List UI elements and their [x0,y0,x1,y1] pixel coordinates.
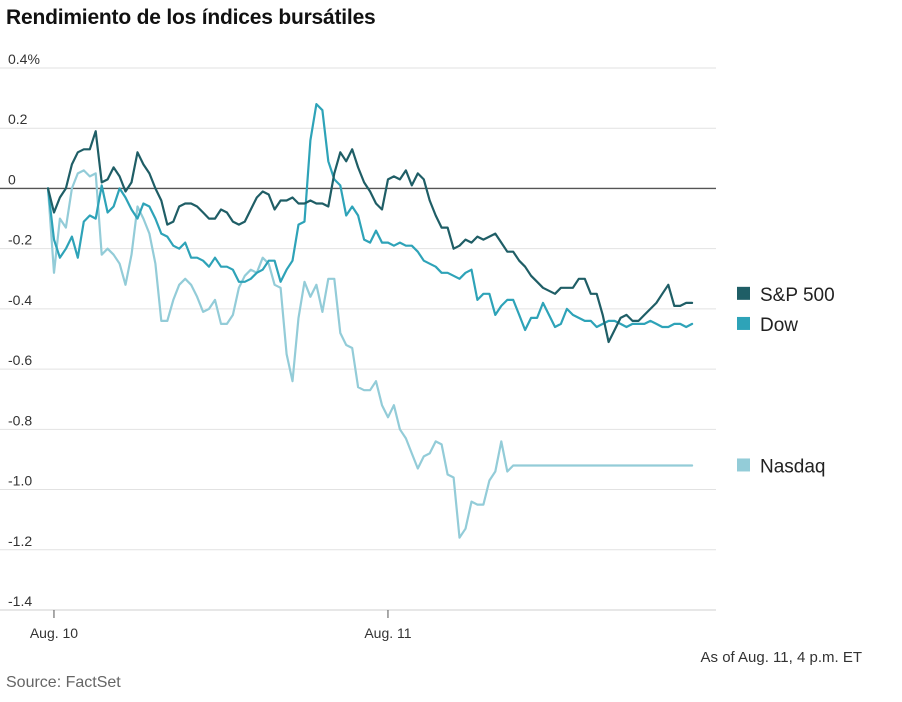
y-tick-label: -0.2 [8,232,32,248]
source-note: Source: FactSet [6,674,121,691]
legend-swatch [737,316,750,330]
y-tick-label: -0.4 [8,292,32,308]
x-axis: Aug. 10 Aug. 11 [30,610,412,641]
chart-title: Rendimiento de los índices bursátiles [6,6,376,29]
legend-swatch [737,286,750,300]
legend: S&P 500 Dow Nasdaq [737,285,835,477]
y-tick-label: 0.4% [8,51,40,67]
legend-label: Nasdaq [760,456,826,477]
legend-item-dow: Dow [737,315,798,336]
grid-lines [0,67,716,611]
legend-item-nasdaq: Nasdaq [737,456,826,477]
x-tick-label: Aug. 10 [30,625,78,641]
legend-swatch [737,458,750,472]
series-line-dow [46,103,694,332]
timestamp-note: As of Aug. 11, 4 p.m. ET [700,649,862,666]
y-tick-label: -0.6 [8,352,32,368]
y-tick-label: 0 [8,171,16,187]
series-line-nasdaq [46,169,694,539]
legend-item-s-p-500: S&P 500 [737,285,835,306]
legend-label: Dow [760,315,798,336]
y-tick-label: -0.8 [8,412,32,428]
y-axis-ticks: 0.4% 0.2 0 -0.2 -0.4 -0.6 -0.8 -1.0 -1.2 -1.4 [8,51,40,609]
y-tick-label: -1.0 [8,473,32,489]
series-lines [46,103,694,539]
series-line-s-p-500 [46,130,694,344]
y-tick-label: -1.4 [8,593,32,609]
x-tick-label: Aug. 11 [364,625,411,641]
legend-label: S&P 500 [760,285,835,306]
y-tick-label: -1.2 [8,533,32,549]
y-tick-label: 0.2 [8,111,28,127]
